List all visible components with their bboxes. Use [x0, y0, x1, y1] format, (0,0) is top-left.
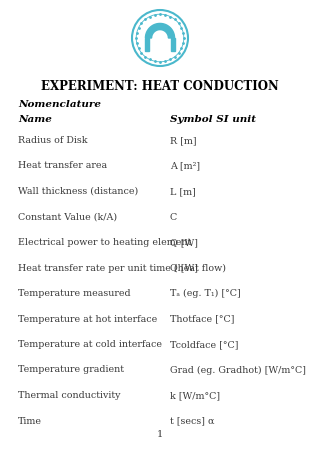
Text: Radius of Disk: Radius of Disk	[18, 136, 87, 145]
Text: Nomenclature: Nomenclature	[18, 100, 101, 109]
Text: EXPERIMENT: HEAT CONDUCTION: EXPERIMENT: HEAT CONDUCTION	[41, 80, 279, 93]
Text: L [m]: L [m]	[170, 187, 196, 196]
Text: Temperature at cold interface: Temperature at cold interface	[18, 340, 162, 349]
Text: Tₐ (eg. T₁) [°C]: Tₐ (eg. T₁) [°C]	[170, 289, 241, 298]
Text: Heat transfer area: Heat transfer area	[18, 162, 107, 170]
Text: Temperature measured: Temperature measured	[18, 289, 131, 298]
Polygon shape	[171, 38, 175, 51]
Text: k [W/m°C]: k [W/m°C]	[170, 391, 220, 400]
Text: A [m²]: A [m²]	[170, 162, 200, 170]
Text: Thotface [°C]: Thotface [°C]	[170, 314, 235, 323]
Text: Q [W]: Q [W]	[170, 238, 198, 247]
Text: Wall thickness (distance): Wall thickness (distance)	[18, 187, 138, 196]
Text: Electrical power to heating element: Electrical power to heating element	[18, 238, 191, 247]
Text: Thermal conductivity: Thermal conductivity	[18, 391, 121, 400]
Text: Temperature at hot interface: Temperature at hot interface	[18, 314, 157, 323]
Polygon shape	[145, 24, 175, 38]
Text: Constant Value (k/A): Constant Value (k/A)	[18, 212, 117, 222]
Text: Name: Name	[18, 115, 52, 124]
Text: Temperature gradient: Temperature gradient	[18, 366, 124, 375]
Text: Grad (eg. Gradhot) [W/m°C]: Grad (eg. Gradhot) [W/m°C]	[170, 366, 306, 375]
Text: Tcoldface [°C]: Tcoldface [°C]	[170, 340, 238, 349]
Polygon shape	[145, 38, 149, 51]
Text: C: C	[170, 212, 177, 222]
Text: 1: 1	[157, 430, 163, 439]
Text: Heat transfer rate per unit time (heat flow): Heat transfer rate per unit time (heat f…	[18, 264, 226, 273]
Text: t [secs] α: t [secs] α	[170, 416, 214, 425]
Text: Symbol SI unit: Symbol SI unit	[170, 115, 256, 124]
Text: Time: Time	[18, 416, 42, 425]
Text: R [m]: R [m]	[170, 136, 196, 145]
Text: Q [W]: Q [W]	[170, 264, 198, 273]
